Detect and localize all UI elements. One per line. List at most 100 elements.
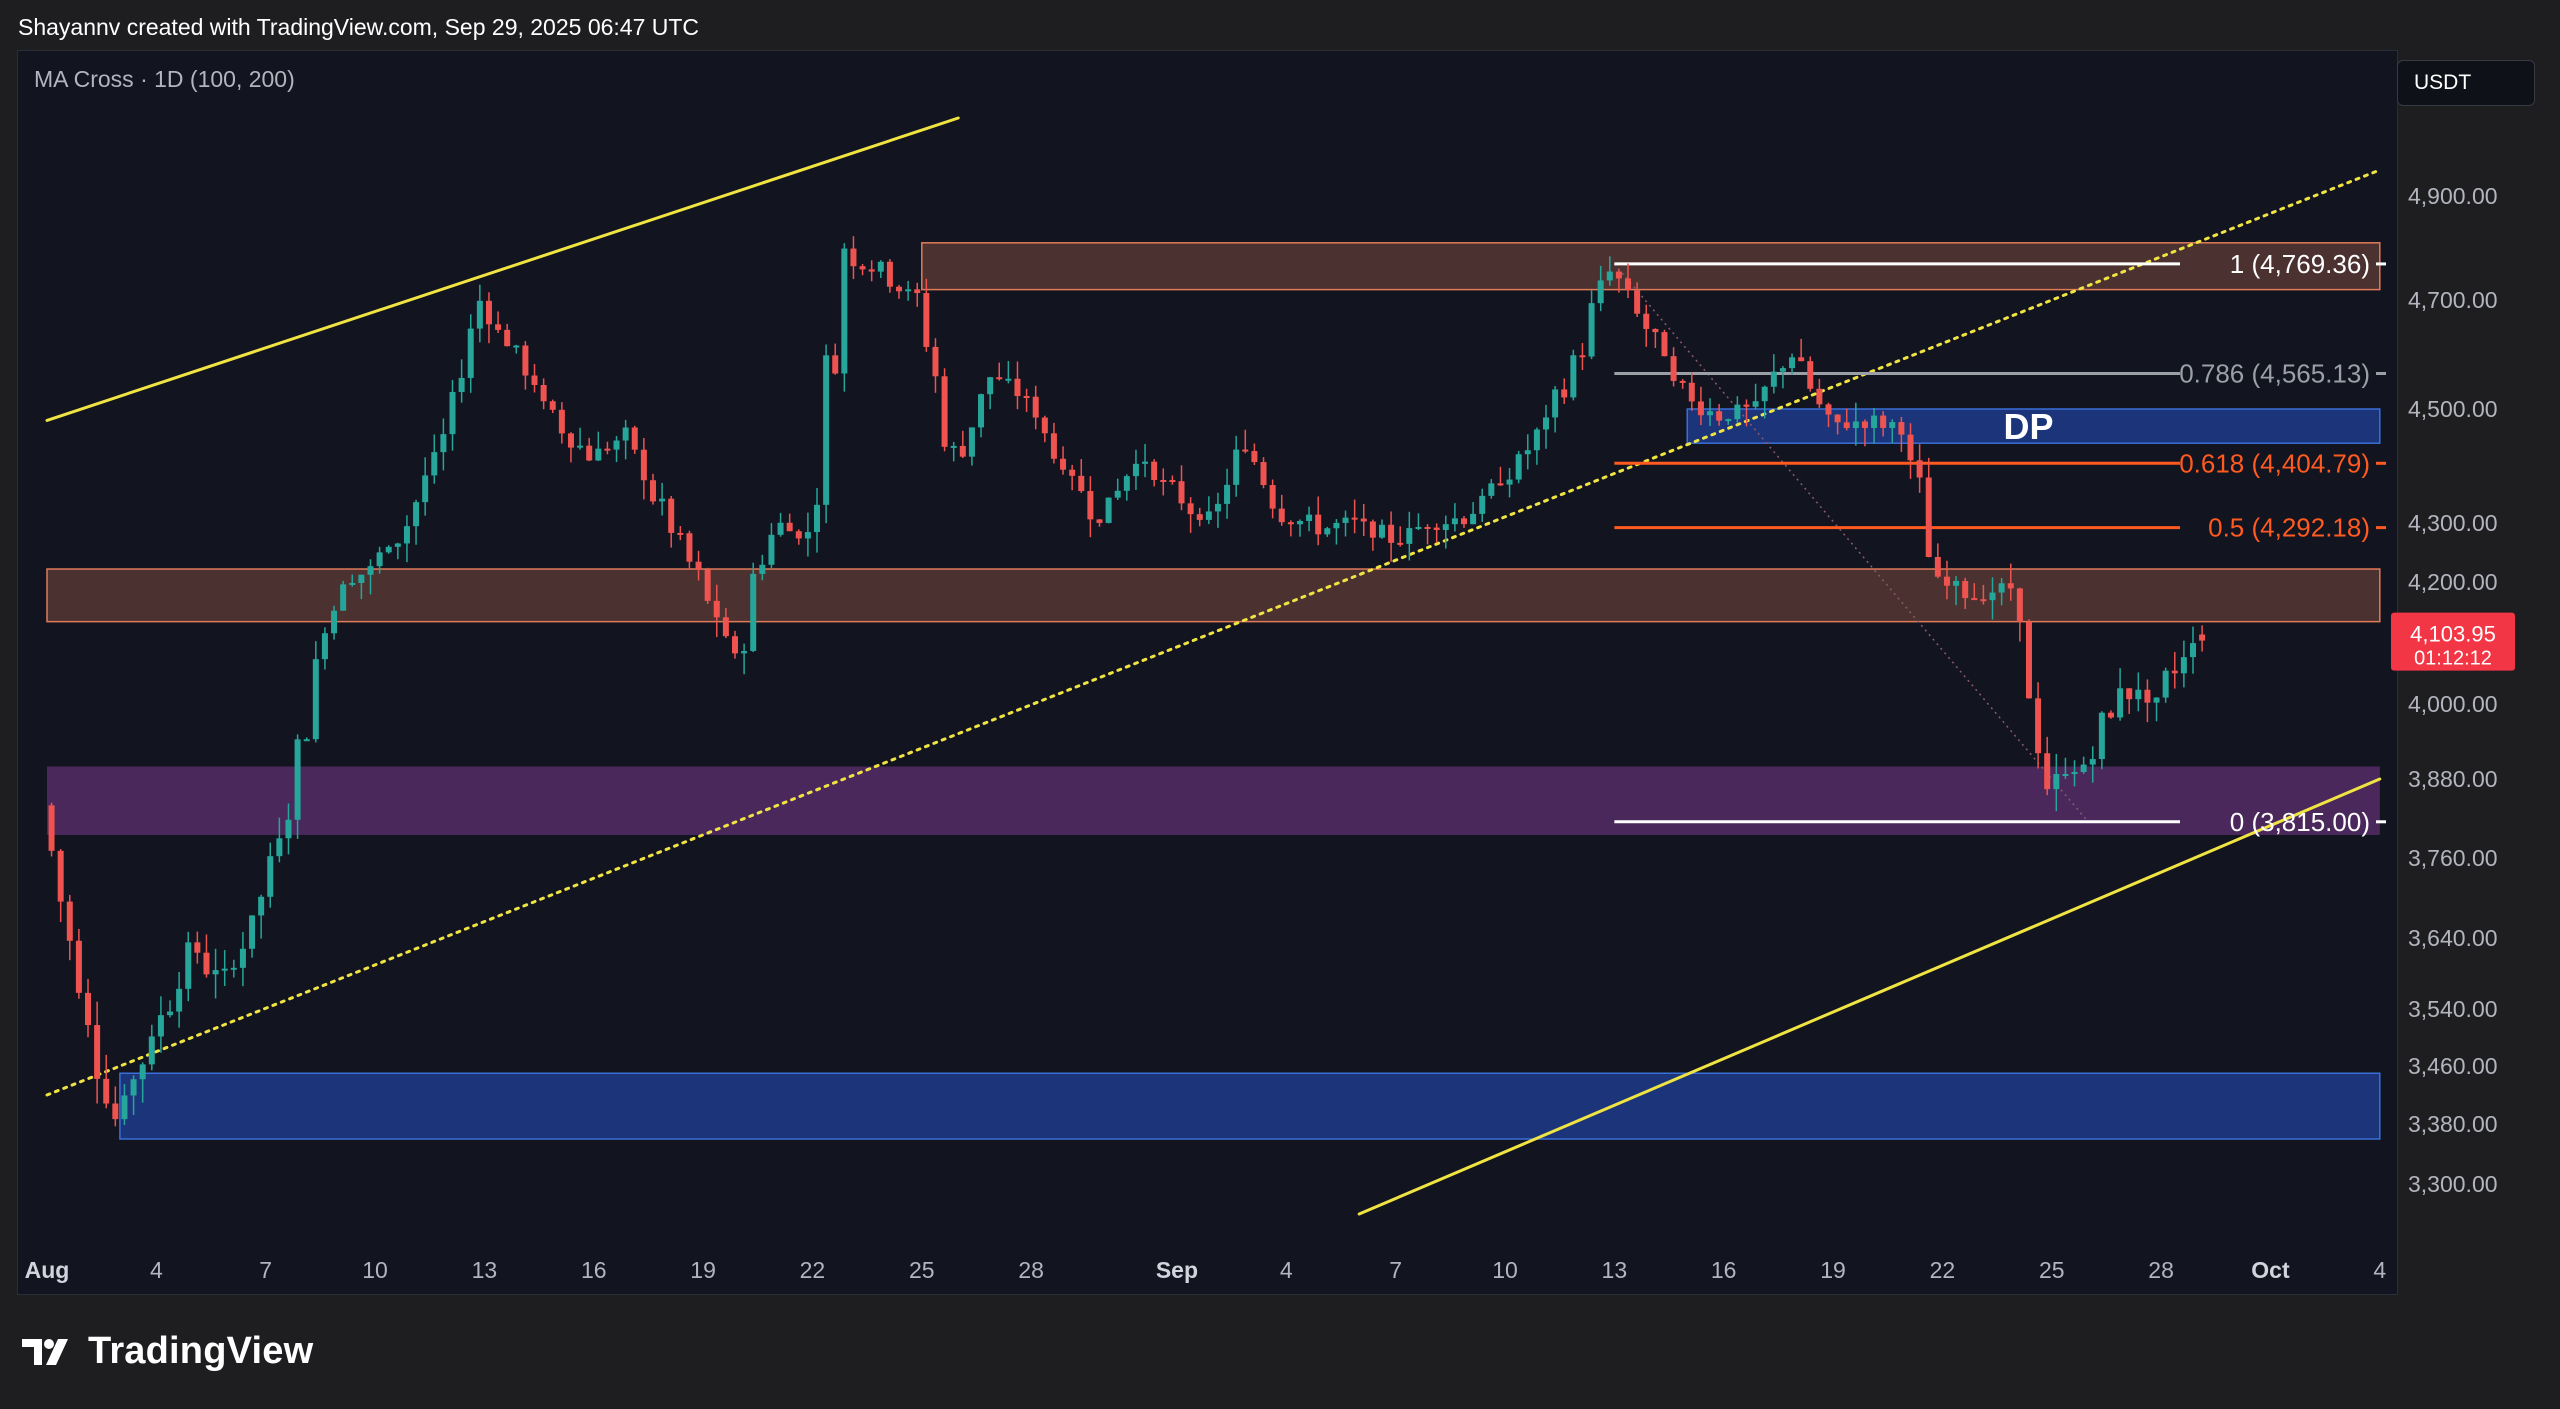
candle[interactable] bbox=[2071, 771, 2078, 775]
candle[interactable] bbox=[896, 286, 903, 292]
candle[interactable] bbox=[212, 970, 219, 975]
candle[interactable] bbox=[1132, 463, 1139, 477]
candle[interactable] bbox=[704, 569, 711, 601]
candle[interactable] bbox=[1606, 271, 1613, 281]
candle[interactable] bbox=[176, 988, 183, 1012]
candle[interactable] bbox=[1971, 598, 1978, 601]
candle[interactable] bbox=[1470, 513, 1477, 525]
candle[interactable] bbox=[1925, 477, 1932, 557]
candle[interactable] bbox=[1196, 514, 1203, 520]
candle[interactable] bbox=[531, 375, 538, 385]
candle[interactable] bbox=[1798, 357, 1805, 362]
candle[interactable] bbox=[2153, 697, 2160, 703]
candle[interactable] bbox=[2044, 753, 2051, 790]
candle[interactable] bbox=[640, 449, 647, 481]
candle[interactable] bbox=[713, 600, 720, 618]
candle[interactable] bbox=[968, 427, 975, 457]
candle[interactable] bbox=[1324, 528, 1331, 535]
candle[interactable] bbox=[659, 498, 666, 502]
candle[interactable] bbox=[422, 475, 429, 503]
candle[interactable] bbox=[1962, 580, 1969, 599]
candle[interactable] bbox=[1843, 422, 1850, 429]
candle[interactable] bbox=[1816, 388, 1823, 405]
candle[interactable] bbox=[877, 261, 884, 272]
candle[interactable] bbox=[1543, 417, 1550, 430]
candle[interactable] bbox=[2007, 583, 2014, 589]
candle[interactable] bbox=[668, 498, 675, 533]
candle[interactable] bbox=[814, 504, 821, 533]
candle[interactable] bbox=[586, 445, 593, 461]
zone-supply-upper[interactable] bbox=[921, 242, 2381, 291]
candle[interactable] bbox=[185, 942, 192, 989]
candle[interactable] bbox=[768, 534, 775, 565]
candle[interactable] bbox=[677, 532, 684, 535]
candle[interactable] bbox=[1306, 514, 1313, 522]
candle[interactable] bbox=[1214, 503, 1221, 512]
candle[interactable] bbox=[2053, 774, 2060, 790]
candle[interactable] bbox=[823, 355, 830, 505]
currency-selector[interactable]: USDT bbox=[2397, 60, 2535, 106]
candle[interactable] bbox=[394, 543, 401, 547]
candle[interactable] bbox=[85, 992, 92, 1026]
candle[interactable] bbox=[1761, 386, 1768, 402]
candle[interactable] bbox=[1406, 528, 1413, 544]
candle[interactable] bbox=[1278, 508, 1285, 523]
candle[interactable] bbox=[577, 445, 584, 448]
candle[interactable] bbox=[786, 522, 793, 532]
candle[interactable] bbox=[1770, 371, 1777, 387]
candle[interactable] bbox=[1078, 475, 1085, 492]
candle[interactable] bbox=[1260, 462, 1267, 486]
candle[interactable] bbox=[1032, 396, 1039, 418]
candle[interactable] bbox=[1588, 303, 1595, 357]
candle[interactable] bbox=[1734, 404, 1741, 420]
candle[interactable] bbox=[1479, 495, 1486, 514]
candle[interactable] bbox=[2126, 688, 2133, 700]
candle[interactable] bbox=[1378, 524, 1385, 538]
candle[interactable] bbox=[1725, 419, 1732, 422]
candle[interactable] bbox=[950, 445, 957, 448]
candle[interactable] bbox=[1397, 542, 1404, 545]
candle[interactable] bbox=[1861, 421, 1868, 428]
candle[interactable] bbox=[1643, 313, 1650, 329]
candle[interactable] bbox=[57, 850, 64, 902]
candle[interactable] bbox=[1570, 355, 1577, 398]
candle[interactable] bbox=[1552, 389, 1559, 418]
candle[interactable] bbox=[1269, 485, 1276, 509]
candle[interactable] bbox=[1424, 526, 1431, 529]
candle[interactable] bbox=[440, 434, 447, 453]
candle[interactable] bbox=[1934, 556, 1941, 577]
candle[interactable] bbox=[1998, 583, 2005, 593]
candle[interactable] bbox=[1670, 356, 1677, 381]
candle[interactable] bbox=[1506, 479, 1513, 485]
candle[interactable] bbox=[1415, 526, 1422, 529]
candle[interactable] bbox=[987, 377, 994, 395]
candle[interactable] bbox=[367, 566, 374, 575]
candle[interactable] bbox=[1342, 517, 1349, 523]
candle[interactable] bbox=[1151, 461, 1158, 480]
candle[interactable] bbox=[167, 1011, 174, 1016]
candle[interactable] bbox=[595, 448, 602, 461]
candle[interactable] bbox=[1333, 522, 1340, 529]
candle[interactable] bbox=[613, 440, 620, 450]
candle[interactable] bbox=[1041, 417, 1048, 434]
candle[interactable] bbox=[495, 324, 502, 330]
candle[interactable] bbox=[686, 533, 693, 562]
candle[interactable] bbox=[513, 345, 520, 348]
candle[interactable] bbox=[112, 1103, 119, 1120]
candle[interactable] bbox=[1515, 454, 1522, 480]
candle[interactable] bbox=[467, 328, 474, 378]
candle[interactable] bbox=[1060, 458, 1067, 470]
candle[interactable] bbox=[1834, 414, 1841, 423]
candle[interactable] bbox=[750, 573, 757, 651]
candle[interactable] bbox=[221, 968, 228, 971]
candle[interactable] bbox=[1679, 380, 1686, 383]
candle[interactable] bbox=[2144, 689, 2151, 703]
candle[interactable] bbox=[476, 300, 483, 329]
candle[interactable] bbox=[549, 401, 556, 410]
candle[interactable] bbox=[1123, 476, 1130, 491]
candle[interactable] bbox=[1451, 518, 1458, 525]
candle[interactable] bbox=[914, 289, 921, 294]
zone-dp[interactable] bbox=[1686, 408, 2381, 444]
candle[interactable] bbox=[66, 901, 73, 941]
candle[interactable] bbox=[1360, 518, 1367, 522]
